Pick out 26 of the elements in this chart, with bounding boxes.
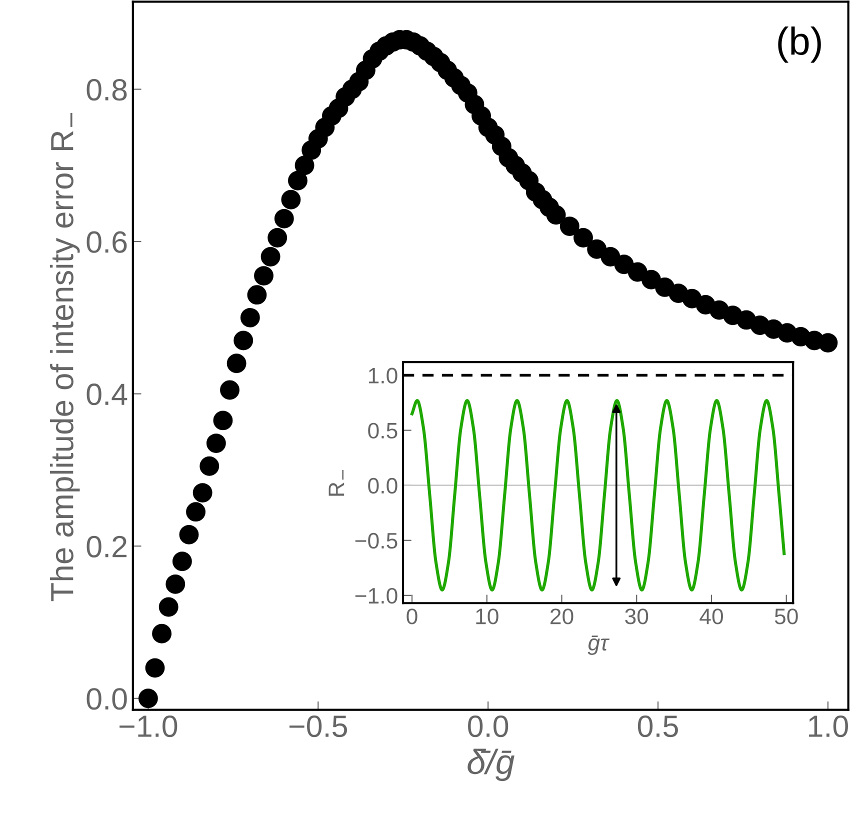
y-tick-label: 0.5 [368, 422, 398, 439]
y-tick-label: −1.0 [355, 588, 398, 604]
y-axis-title: R$_{−}$ [328, 470, 344, 496]
y-tick-label: 0.6 [86, 231, 127, 253]
x-tick-label: −0.5 [289, 715, 348, 738]
x-tick-label: 0 [406, 608, 418, 624]
y-tick-label: −0.5 [355, 532, 398, 549]
y-tick-label: 1.0 [368, 368, 398, 384]
x-tick-label: 1.0 [809, 715, 848, 738]
x-tick-label: 50 [774, 608, 798, 624]
x-axis-title: δ̄/ḡ [468, 748, 514, 782]
x-tick-label: −1.0 [120, 715, 178, 738]
annotation: (b) [778, 26, 821, 63]
y-axis-title: The amplitude of intensity error R$_{−}$ [50, 112, 80, 602]
y-tick-label: 0.2 [86, 536, 127, 558]
y-tick-label: 0.0 [368, 478, 398, 494]
x-tick-label: 30 [625, 608, 648, 624]
x-tick-label: 0.0 [468, 715, 508, 738]
y-tick-label: 0.4 [86, 384, 128, 406]
x-tick-label: 40 [700, 608, 723, 624]
y-tick-label: 0.8 [86, 78, 127, 101]
x-tick-label: 20 [550, 608, 574, 624]
y-tick-label: 0.0 [86, 688, 127, 710]
x-tick-label: 10 [476, 608, 498, 624]
x-tick-label: 0.5 [638, 715, 678, 738]
x-axis-title: ḡτ [588, 636, 610, 655]
